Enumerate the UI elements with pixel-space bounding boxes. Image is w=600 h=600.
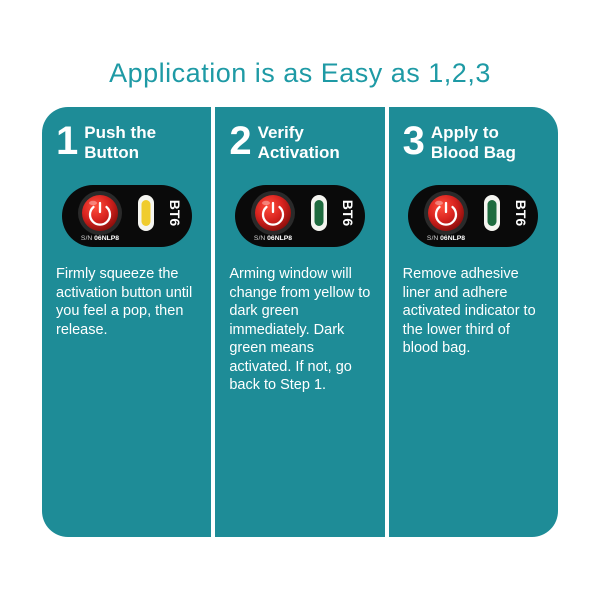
step-body: Remove adhesive liner and adhere activat…: [403, 265, 544, 358]
panels-row: 1Push theButton BT6 S/N 06NLP8: [0, 107, 600, 537]
step-body: Firmly squeeze the activation button unt…: [56, 265, 197, 339]
step-number: 2: [229, 121, 251, 161]
step-head: 1Push theButton: [56, 121, 197, 171]
device-illustration: BT6 S/N 06NLP8: [403, 185, 544, 247]
device-illustration: BT6 S/N 06NLP8: [229, 185, 370, 247]
device-illustration: BT6 S/N 06NLP8: [56, 185, 197, 247]
svg-text:BT6: BT6: [167, 200, 183, 227]
step-number: 1: [56, 121, 78, 161]
panel-step-3: 3Apply toBlood Bag BT6 S/N 06NLP: [389, 107, 558, 537]
panel-step-1: 1Push theButton BT6 S/N 06NLP8: [42, 107, 211, 537]
device-icon: BT6 S/N 06NLP8: [62, 185, 192, 247]
step-label: VerifyActivation: [258, 121, 340, 162]
step-head: 2VerifyActivation: [229, 121, 370, 171]
svg-text:S/N 06NLP8: S/N 06NLP8: [427, 235, 465, 242]
svg-text:BT6: BT6: [340, 200, 356, 227]
main-title: Application is as Easy as 1,2,3: [0, 0, 600, 107]
step-number: 3: [403, 121, 425, 161]
step-head: 3Apply toBlood Bag: [403, 121, 544, 171]
device-icon: BT6 S/N 06NLP8: [235, 185, 365, 247]
svg-text:S/N 06NLP8: S/N 06NLP8: [254, 235, 292, 242]
svg-text:S/N 06NLP8: S/N 06NLP8: [81, 235, 119, 242]
panel-step-2: 2VerifyActivation BT6 S/N 06NLP8: [215, 107, 384, 537]
svg-text:BT6: BT6: [513, 200, 529, 227]
device-icon: BT6 S/N 06NLP8: [408, 185, 538, 247]
step-body: Arming window will change from yellow to…: [229, 265, 370, 395]
step-label: Apply toBlood Bag: [431, 121, 516, 162]
step-label: Push theButton: [84, 121, 156, 162]
infographic-wrap: Application is as Easy as 1,2,3 1Push th…: [0, 0, 600, 600]
